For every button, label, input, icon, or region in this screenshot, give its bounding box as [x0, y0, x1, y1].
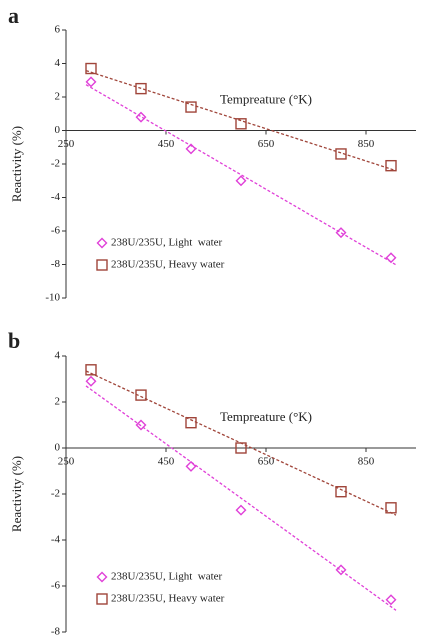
y-tick-label: -2 — [51, 158, 60, 170]
marker-square — [96, 593, 108, 605]
marker-diamond — [135, 419, 147, 431]
x-tick-label: 450 — [158, 456, 175, 468]
trend-line — [85, 69, 397, 172]
x-axis-title: Tempreature (°K) — [220, 409, 312, 424]
marker-square — [85, 62, 97, 75]
x-axis-title: Tempreature (°K) — [220, 91, 312, 106]
y-tick-label: -8 — [51, 626, 61, 637]
marker-diamond — [185, 460, 197, 472]
y-axis-title: Reactivity (%) — [9, 126, 24, 202]
y-tick-label: 2 — [55, 396, 61, 408]
y-axis-title: Reactivity (%) — [9, 456, 24, 532]
y-tick-label: -10 — [45, 292, 60, 304]
marker-square — [335, 486, 347, 498]
marker-diamond — [335, 564, 347, 576]
panel-label: b — [8, 328, 20, 353]
marker-diamond — [335, 227, 347, 239]
marker-square — [185, 417, 197, 429]
y-tick-label: 2 — [55, 91, 61, 103]
marker-square — [96, 259, 108, 271]
marker-square — [385, 502, 397, 514]
y-tick-label: -2 — [51, 488, 60, 500]
y-tick-label: 6 — [55, 24, 61, 36]
legend-label: 238U/235U, Heavy water — [111, 259, 225, 271]
marker-square — [385, 159, 397, 172]
x-tick-label: 250 — [58, 456, 75, 468]
panel-label: a — [8, 3, 19, 28]
y-tick-label: -6 — [51, 580, 61, 592]
marker-diamond — [85, 76, 97, 88]
legend-label: 238U/235U, Heavy water — [111, 593, 225, 605]
y-tick-label: 4 — [55, 350, 61, 362]
marker-square — [235, 118, 247, 130]
legend-label: 238U/235U, Light water — [111, 237, 223, 249]
marker-diamond — [85, 375, 97, 387]
marker-square — [335, 148, 347, 160]
trend-line — [85, 385, 397, 611]
marker-diamond — [235, 175, 247, 187]
x-tick-label: 450 — [158, 138, 175, 150]
x-tick-label: 250 — [58, 138, 75, 150]
marker-square — [135, 389, 147, 401]
marker-diamond — [385, 594, 397, 606]
marker-diamond — [185, 143, 197, 155]
legend-label: 238U/235U, Light water — [111, 571, 223, 583]
marker-square — [85, 364, 97, 376]
marker-square — [135, 82, 147, 95]
y-tick-label: -4 — [51, 534, 61, 546]
marker-diamond — [385, 252, 397, 264]
marker-diamond — [135, 111, 147, 123]
y-tick-label: 0 — [55, 442, 61, 454]
y-tick-label: -8 — [51, 258, 61, 270]
marker-diamond — [96, 571, 108, 583]
x-tick-label: 650 — [258, 138, 275, 150]
x-tick-label: 650 — [258, 456, 275, 468]
y-tick-label: 4 — [55, 57, 61, 69]
y-tick-label: -4 — [51, 191, 61, 203]
marker-diamond — [235, 504, 247, 516]
y-tick-label: -6 — [51, 225, 61, 237]
x-tick-label: 850 — [358, 456, 375, 468]
x-tick-label: 850 — [358, 138, 375, 150]
marker-square — [185, 101, 197, 113]
marker-diamond — [96, 237, 108, 249]
marker-square — [235, 442, 247, 454]
y-tick-label: 0 — [55, 124, 61, 136]
